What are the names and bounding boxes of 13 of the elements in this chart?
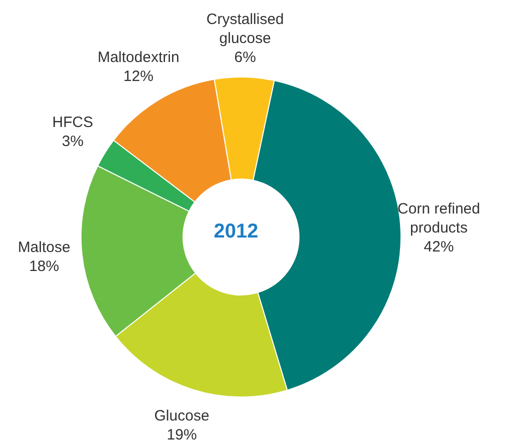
- slice-label: Crystallised glucose: [206, 11, 284, 48]
- slice-label: Glucose: [154, 407, 210, 424]
- data-label: 3%: [62, 133, 84, 150]
- data-label: 19%: [166, 426, 197, 444]
- data-label: 12%: [123, 68, 154, 86]
- slice-label: Corn refined products: [398, 200, 480, 237]
- data-label: 18%: [29, 258, 60, 276]
- slice-label: Maltodextrin: [98, 49, 180, 66]
- data-label: 6%: [234, 49, 256, 66]
- data-label: 42%: [424, 238, 454, 256]
- slice-label: HFCS: [52, 114, 94, 132]
- slice-label: Maltose: [18, 239, 70, 256]
- text: 2012: [214, 220, 258, 242]
